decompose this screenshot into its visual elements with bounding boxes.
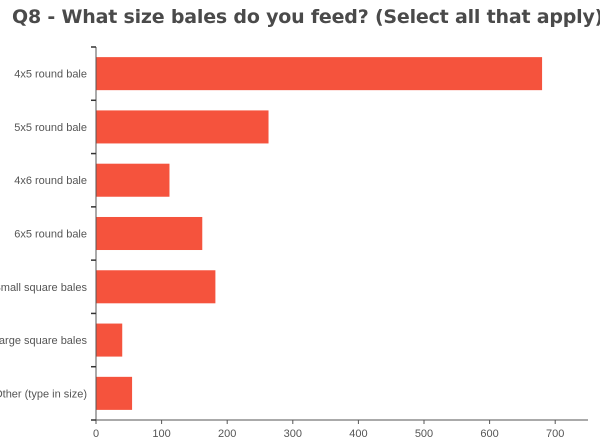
bar-6x5-round-bale xyxy=(96,216,203,251)
y-axis xyxy=(91,46,97,421)
x-tick-label: 200 xyxy=(218,428,236,440)
bar-large-square-bales xyxy=(96,323,123,357)
category-label: Other (type in size) xyxy=(0,388,87,400)
bar-4x5-round-bale xyxy=(96,57,543,91)
x-tick-label: 300 xyxy=(284,428,302,440)
bar-other-type-in-size xyxy=(96,376,133,410)
x-tick-label: 100 xyxy=(152,428,170,440)
category-label: Large square bales xyxy=(0,335,87,347)
category-label: 5x5 round bale xyxy=(14,122,87,134)
chart-title: Q8 - What size bales do you feed? (Selec… xyxy=(12,6,600,28)
x-tick-label: 500 xyxy=(415,428,433,440)
category-label: 6x5 round bale xyxy=(14,229,87,241)
category-labels: 4x5 round bale 5x5 round bale 4x6 round ba… xyxy=(0,69,87,401)
x-tick-label: 700 xyxy=(546,428,564,440)
x-tick-label: 600 xyxy=(480,428,498,440)
category-label: 4x5 round bale xyxy=(14,69,87,81)
x-axis: 0 100 200 300 400 500 600 700 xyxy=(93,419,588,440)
x-tick-label: 400 xyxy=(349,428,367,440)
category-label: Small square bales xyxy=(0,282,87,294)
bar-small-square-bales xyxy=(96,270,216,304)
bar-5x5-round-bale xyxy=(96,110,269,144)
bars-group xyxy=(96,57,543,410)
bar-4x6-round-bale xyxy=(96,163,170,197)
category-label: 4x6 round bale xyxy=(14,175,87,187)
x-tick-label: 0 xyxy=(93,428,99,440)
